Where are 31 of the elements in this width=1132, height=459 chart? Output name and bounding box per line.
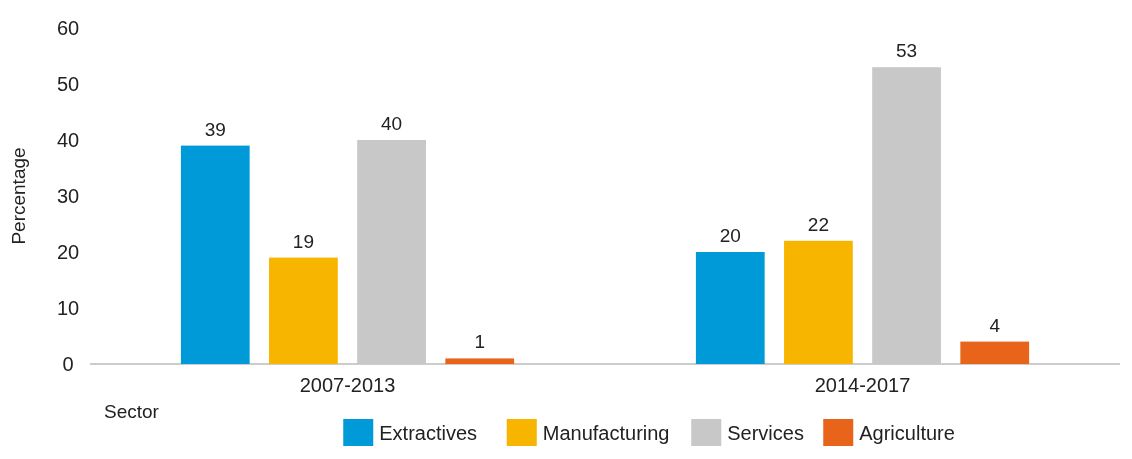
x-tick-label: 2007-2013	[299, 374, 396, 396]
y-tick-label: 50	[56, 73, 80, 95]
y-axis-title: Percentage	[8, 147, 29, 245]
data-label: 22	[807, 213, 829, 235]
data-label: 53	[896, 40, 918, 62]
y-tick-label: 30	[56, 185, 80, 207]
legend-label: Agriculture	[859, 422, 955, 444]
bar	[695, 252, 765, 364]
bar	[357, 140, 426, 364]
data-label: 1	[474, 331, 486, 353]
legend-label: Extractives	[379, 422, 478, 444]
bar	[784, 240, 853, 364]
y-tick-label: 10	[56, 297, 80, 319]
bar	[269, 257, 338, 364]
y-tick-label: 20	[56, 241, 80, 263]
y-tick-label: 0	[62, 353, 74, 375]
data-label: 39	[204, 118, 226, 140]
data-label: 19	[292, 230, 314, 252]
data-label: 40	[381, 113, 403, 134]
data-label: 20	[719, 225, 741, 246]
legend-label: Manufacturing	[542, 422, 670, 444]
bar	[180, 145, 250, 364]
data-label: 4	[989, 314, 1001, 336]
bar	[445, 358, 515, 364]
bar	[960, 341, 1030, 364]
y-tick-label: 40	[56, 129, 80, 151]
legend-label: Services	[727, 422, 804, 444]
bar	[872, 67, 941, 364]
x-axis-title: Sector	[104, 401, 160, 422]
x-tick-label: 2014-2017	[814, 374, 911, 396]
y-tick-label: 60	[56, 17, 80, 39]
